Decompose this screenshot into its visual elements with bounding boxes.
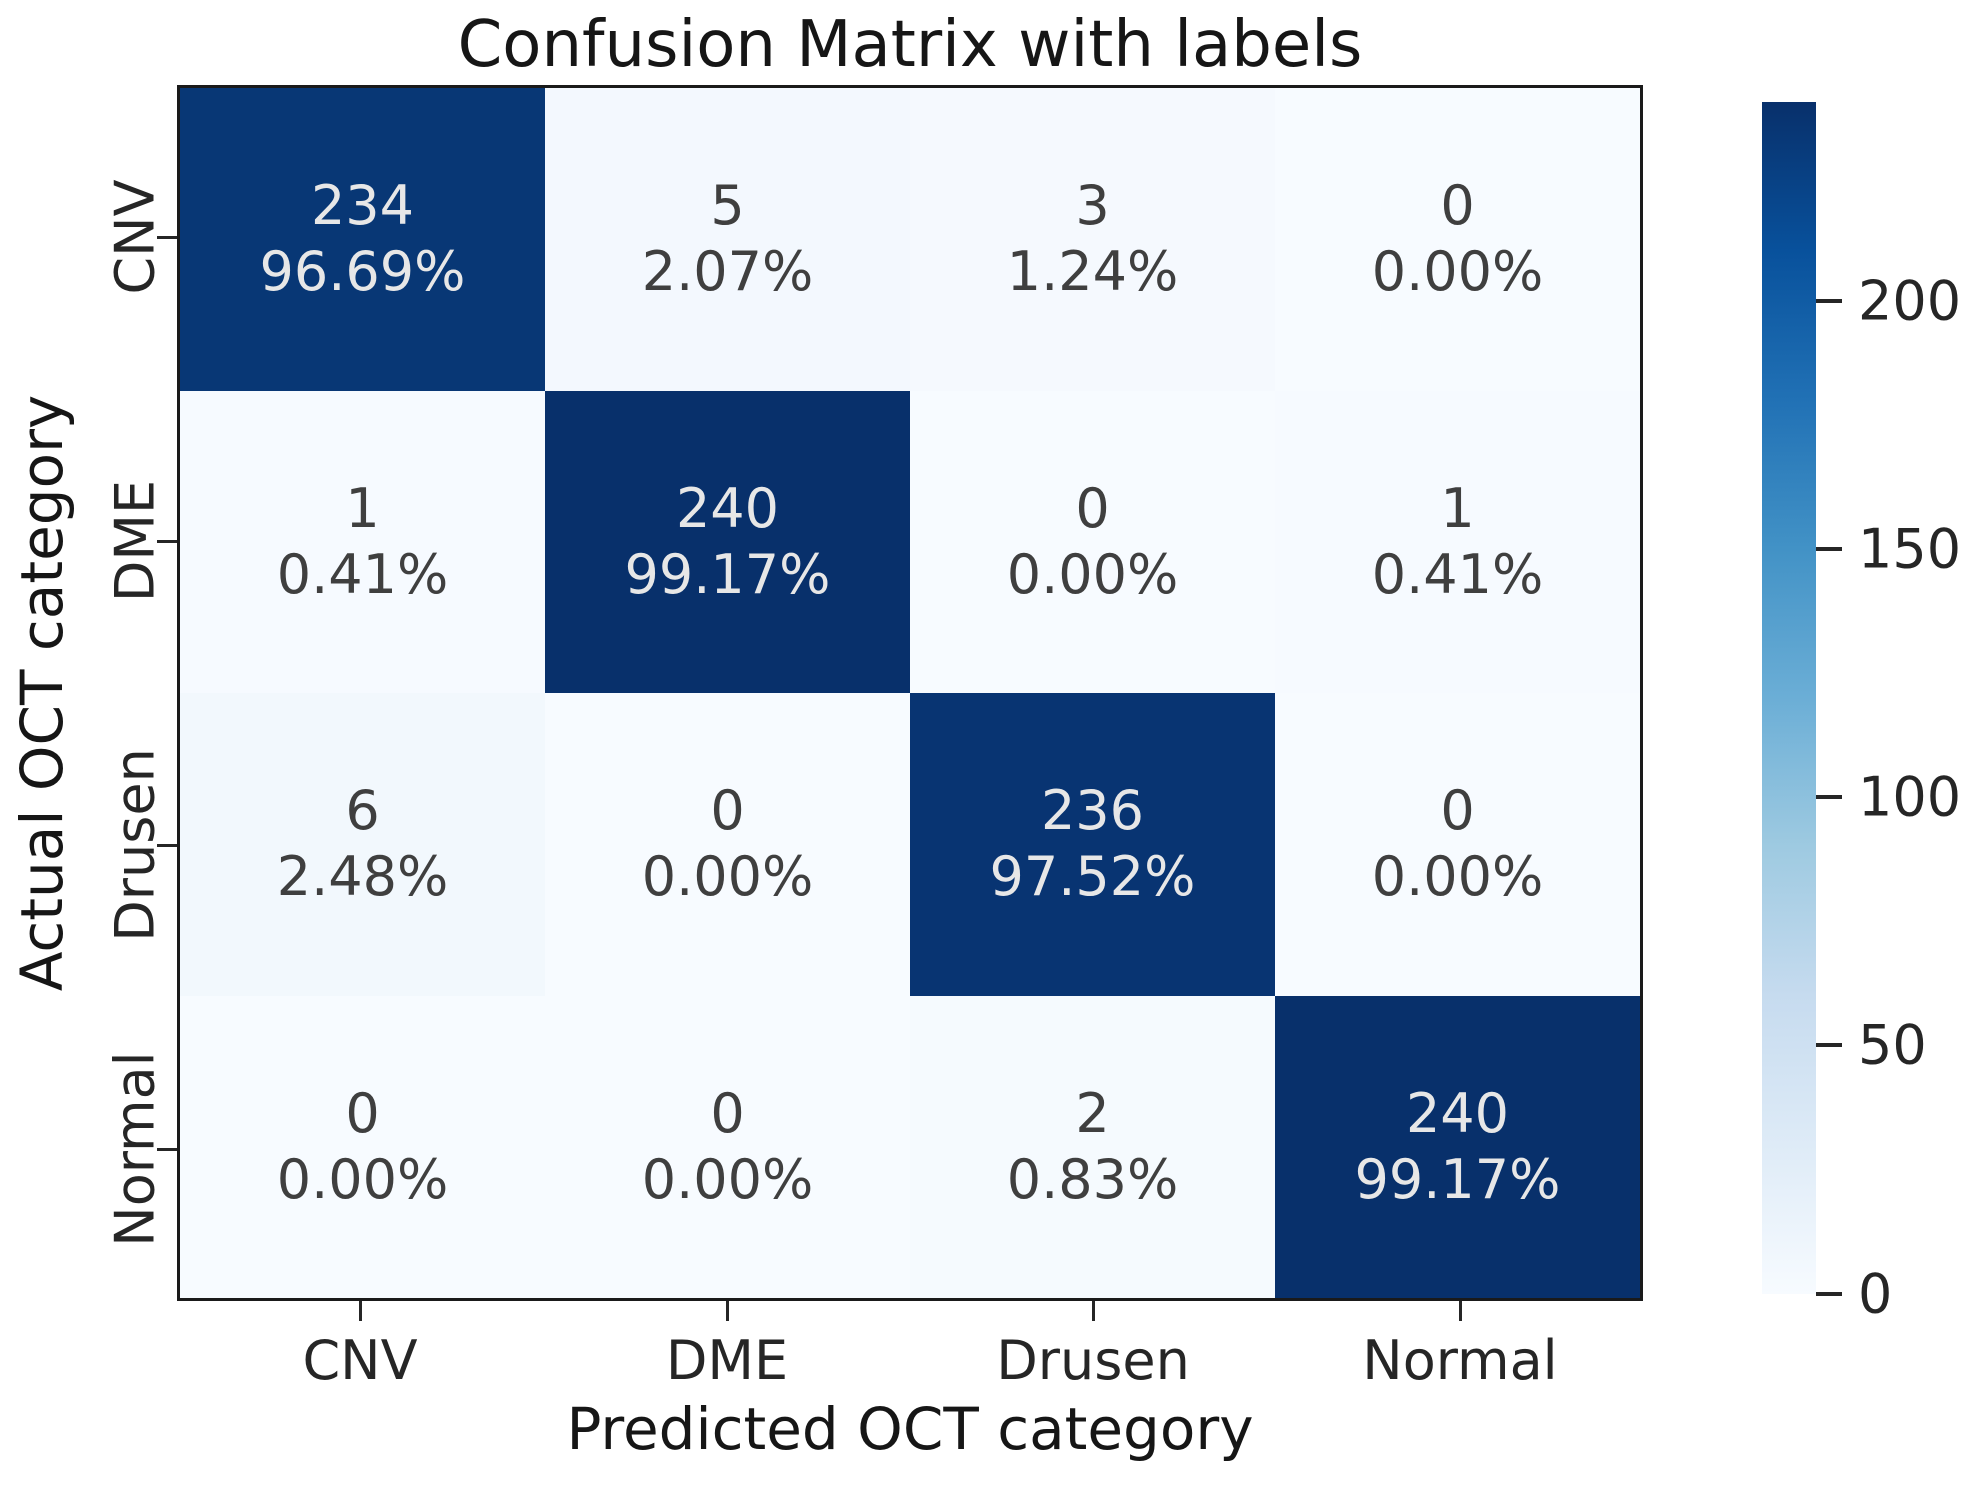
cell-percent: 99.17% [1354, 1147, 1561, 1211]
cell-percent: 2.48% [276, 845, 449, 909]
cell-count: 240 [1405, 1081, 1510, 1145]
cell-count: 0 [345, 1081, 380, 1145]
cell-count: 0 [1075, 476, 1110, 540]
x-tick-mark [359, 1301, 362, 1321]
colorbar-tick-mark [1816, 299, 1842, 303]
y-tick-label-dme: DME [103, 479, 167, 603]
colorbar-tick-label-100: 100 [1858, 765, 1962, 829]
cell-percent: 99.17% [624, 542, 831, 606]
matrix-cell-DME-DME: 240 99.17% [545, 390, 910, 693]
cell-percent: 97.52% [989, 845, 1196, 909]
colorbar-tick-mark [1816, 547, 1842, 551]
matrix-cell-Drusen-Drusen: 236 97.52% [910, 693, 1275, 996]
matrix-cell-Drusen-Normal: 0 0.00% [1275, 693, 1640, 996]
cell-count: 0 [710, 1081, 745, 1145]
chart-title: Confusion Matrix with labels [457, 8, 1363, 82]
colorbar-tick-label-0: 0 [1858, 1262, 1893, 1326]
cell-count: 0 [1440, 779, 1475, 843]
colorbar-tick-mark [1816, 1043, 1842, 1047]
cell-count: 0 [1440, 174, 1475, 238]
x-tick-label-cnv: CNV [302, 1329, 418, 1392]
y-tick-mark [157, 1148, 177, 1151]
cell-percent: 0.41% [1371, 542, 1544, 606]
y-tick-mark [157, 236, 177, 239]
cell-count: 234 [310, 174, 415, 238]
heatmap-plot-area: 234 96.69% 5 2.07% 3 1.24% 0 0.00% 1 0.4… [177, 85, 1643, 1301]
matrix-cell-Normal-CNV: 0 0.00% [180, 995, 545, 1298]
colorbar-gradient [1762, 102, 1816, 1294]
cell-percent: 0.83% [1006, 1147, 1179, 1211]
cell-percent: 0.00% [1371, 845, 1544, 909]
cell-percent: 0.00% [1006, 542, 1179, 606]
matrix-cell-CNV-DME: 5 2.07% [545, 88, 910, 391]
matrix-cell-Drusen-CNV: 6 2.48% [180, 693, 545, 996]
matrix-cell-Normal-Drusen: 2 0.83% [910, 995, 1275, 1298]
y-axis-title: Actual OCT category [8, 394, 76, 992]
cell-percent: 0.00% [276, 1147, 449, 1211]
x-axis-title: Predicted OCT category [566, 1395, 1254, 1463]
x-tick-mark [1092, 1301, 1095, 1321]
colorbar-tick-label-150: 150 [1858, 517, 1962, 581]
cell-percent: 96.69% [259, 240, 466, 304]
cell-count: 0 [710, 779, 745, 843]
matrix-cell-CNV-CNV: 234 96.69% [180, 88, 545, 391]
matrix-cell-Drusen-DME: 0 0.00% [545, 693, 910, 996]
cell-count: 240 [675, 476, 780, 540]
matrix-cell-DME-Drusen: 0 0.00% [910, 390, 1275, 693]
cell-count: 1 [1440, 476, 1475, 540]
cell-count: 236 [1040, 779, 1145, 843]
cell-count: 6 [345, 779, 380, 843]
matrix-cell-Normal-Normal: 240 99.17% [1275, 995, 1640, 1298]
cell-count: 1 [345, 476, 380, 540]
colorbar-tick-mark [1816, 1292, 1842, 1296]
x-tick-mark [1459, 1301, 1462, 1321]
x-tick-label-dme: DME [665, 1329, 789, 1392]
y-tick-label-cnv: CNV [103, 179, 167, 295]
matrix-cell-CNV-Normal: 0 0.00% [1275, 88, 1640, 391]
matrix-cell-DME-Normal: 1 0.41% [1275, 390, 1640, 693]
cell-count: 2 [1075, 1081, 1110, 1145]
colorbar-tick-label-200: 200 [1858, 269, 1962, 333]
x-tick-label-normal: Normal [1362, 1329, 1558, 1392]
colorbar-tick-mark [1816, 795, 1842, 799]
cell-percent: 2.07% [641, 240, 814, 304]
x-tick-label-drusen: Drusen [996, 1329, 1190, 1392]
y-tick-label-normal: Normal [103, 1051, 167, 1247]
cell-percent: 0.00% [641, 845, 814, 909]
matrix-cell-Normal-DME: 0 0.00% [545, 995, 910, 1298]
colorbar-tick-label-50: 50 [1858, 1013, 1927, 1077]
cell-count: 3 [1075, 174, 1110, 238]
cell-percent: 0.41% [276, 542, 449, 606]
y-tick-mark [157, 540, 177, 543]
y-tick-label-drusen: Drusen [103, 748, 167, 942]
cell-percent: 0.00% [641, 1147, 814, 1211]
cell-count: 5 [710, 174, 745, 238]
matrix-cell-CNV-Drusen: 3 1.24% [910, 88, 1275, 391]
cell-percent: 1.24% [1006, 240, 1179, 304]
x-tick-mark [726, 1301, 729, 1321]
y-tick-mark [157, 844, 177, 847]
cell-percent: 0.00% [1371, 240, 1544, 304]
matrix-cell-DME-CNV: 1 0.41% [180, 390, 545, 693]
